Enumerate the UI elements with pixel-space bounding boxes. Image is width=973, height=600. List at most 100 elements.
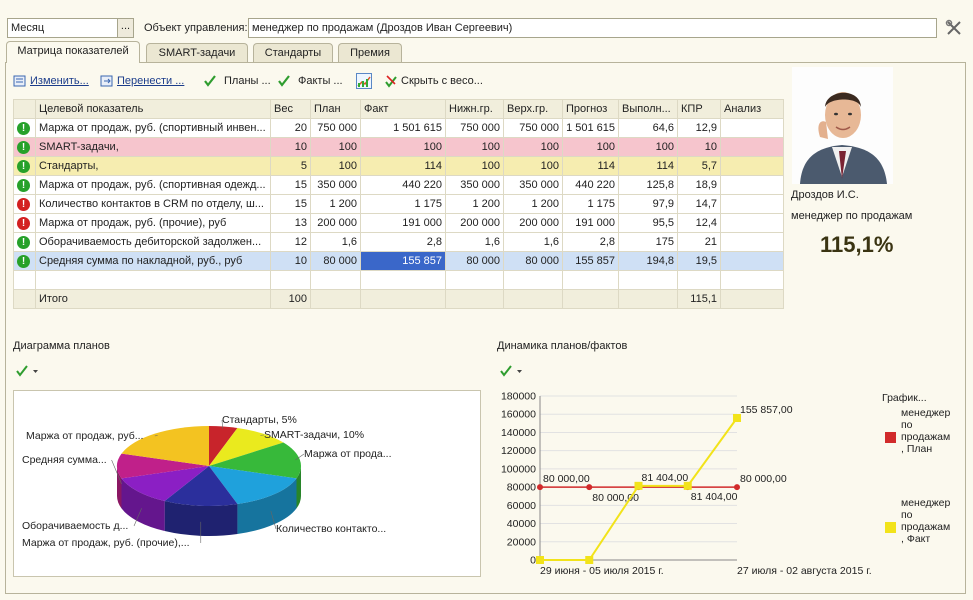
table-cell[interactable]: 440 220 [360, 175, 446, 195]
table-cell[interactable]: 12,4 [677, 213, 721, 233]
table-cell[interactable] [720, 118, 784, 138]
table-cell[interactable]: 13 [270, 213, 311, 233]
table-cell[interactable]: 100 [562, 137, 619, 157]
table-cell[interactable] [720, 137, 784, 157]
table-cell[interactable]: 194,8 [618, 251, 678, 271]
column-header[interactable]: Верх.гр. [503, 99, 563, 119]
table-cell[interactable]: 155 857 [562, 251, 619, 271]
plans-button[interactable]: Планы ... [203, 72, 271, 90]
column-header[interactable]: Выполн... [618, 99, 678, 119]
table-cell[interactable]: 175 [618, 232, 678, 252]
table-cell[interactable]: 19,5 [677, 251, 721, 271]
table-cell[interactable]: 5,7 [677, 156, 721, 176]
table-cell[interactable]: 20 [270, 118, 311, 138]
table-cell[interactable]: 80 000 [445, 251, 504, 271]
column-header[interactable]: Анализ [720, 99, 784, 119]
table-cell[interactable] [720, 251, 784, 271]
table-row[interactable]: ! SMART-задачи, 10 100 100 100 100 100 100 10 [13, 137, 784, 157]
table-cell[interactable]: 80 000 [503, 251, 563, 271]
table-cell[interactable] [720, 213, 784, 233]
table-row[interactable]: ! Оборачиваемость дебиторской задолжен...… [13, 232, 784, 252]
table-cell[interactable]: 21 [677, 232, 721, 252]
table-cell[interactable]: 1 175 [562, 194, 619, 214]
column-header[interactable]: Факт [360, 99, 446, 119]
hide-weighted-button[interactable]: Скрыть с весо... [384, 72, 483, 90]
table-cell[interactable]: 191 000 [562, 213, 619, 233]
table-cell[interactable]: 114 [360, 156, 446, 176]
table-cell[interactable]: 5 [270, 156, 311, 176]
table-cell[interactable]: 750 000 [445, 118, 504, 138]
table-cell[interactable]: 350 000 [310, 175, 361, 195]
table-cell[interactable]: 100 [445, 156, 504, 176]
table-cell[interactable]: 350 000 [445, 175, 504, 195]
table-row[interactable]: ! Маржа от продаж, руб. (спортивная одежд… [13, 175, 784, 195]
table-row[interactable]: ! Маржа от продаж, руб. (спортивный инвен… [13, 118, 784, 138]
table-cell[interactable]: 10 [270, 251, 311, 271]
chart-button[interactable] [356, 72, 372, 90]
table-cell[interactable]: 100 [445, 137, 504, 157]
table-cell[interactable] [720, 175, 784, 195]
table-cell[interactable]: 100 [503, 137, 563, 157]
table-cell[interactable]: 1 175 [360, 194, 446, 214]
table-cell[interactable]: 2,8 [562, 232, 619, 252]
table-cell[interactable]: 1 200 [503, 194, 563, 214]
table-cell[interactable]: 12 [270, 232, 311, 252]
tab-matrix[interactable]: Матрица показателей [6, 41, 140, 63]
line-options-button[interactable] [500, 364, 524, 378]
table-cell[interactable]: 440 220 [562, 175, 619, 195]
table-cell[interactable]: 1,6 [503, 232, 563, 252]
table-cell[interactable]: 200 000 [445, 213, 504, 233]
column-header[interactable]: Прогноз [562, 99, 619, 119]
table-cell[interactable]: 18,9 [677, 175, 721, 195]
move-button[interactable]: Перенести ... [100, 72, 184, 90]
table-cell[interactable]: 10 [677, 137, 721, 157]
table-cell[interactable]: 80 000 [310, 251, 361, 271]
table-cell[interactable]: 1 200 [445, 194, 504, 214]
column-header[interactable]: План [310, 99, 361, 119]
column-header[interactable]: Вес [270, 99, 311, 119]
table-cell[interactable]: 100 [618, 137, 678, 157]
table-cell[interactable]: 125,8 [618, 175, 678, 195]
table-cell[interactable]: 1 200 [310, 194, 361, 214]
period-select-button[interactable]: ... [117, 19, 133, 37]
table-row[interactable]: ! Средняя сумма по накладной, руб., руб 10… [13, 251, 784, 271]
table-cell[interactable]: 2,8 [360, 232, 446, 252]
table-cell[interactable]: 95,5 [618, 213, 678, 233]
table-cell[interactable]: 350 000 [503, 175, 563, 195]
table-cell[interactable]: 200 000 [503, 213, 563, 233]
object-field[interactable]: менеджер по продажам (Дроздов Иван Серге… [248, 18, 937, 38]
settings-tools-icon[interactable] [945, 19, 963, 37]
table-cell[interactable]: 12,9 [677, 118, 721, 138]
indicator-name-cell[interactable]: Маржа от продаж, руб. (спортивный инвен.… [35, 118, 271, 138]
table-cell[interactable]: 1 501 615 [562, 118, 619, 138]
indicator-name-cell[interactable]: Стандарты, [35, 156, 271, 176]
table-row[interactable]: ! Стандарты, 5 100 114 100 100 114 114 5,7 [13, 156, 784, 176]
facts-button[interactable]: Факты ... [277, 72, 343, 90]
table-cell[interactable]: 100 [360, 137, 446, 157]
tab-bonus[interactable]: Премия [338, 43, 402, 62]
table-cell[interactable] [720, 156, 784, 176]
table-cell[interactable]: 750 000 [503, 118, 563, 138]
indicator-name-cell[interactable]: Количество контактов в CRM по отделу, ш.… [35, 194, 271, 214]
indicator-name-cell[interactable]: Оборачиваемость дебиторской задолжен... [35, 232, 271, 252]
tab-standards[interactable]: Стандарты [253, 43, 333, 62]
table-cell[interactable]: 64,6 [618, 118, 678, 138]
column-header[interactable]: Целевой показатель [35, 99, 271, 119]
table-cell[interactable] [720, 232, 784, 252]
column-header[interactable] [13, 99, 36, 119]
table-cell[interactable]: 100 [503, 156, 563, 176]
table-cell[interactable]: 100 [310, 156, 361, 176]
table-cell[interactable]: 1 501 615 [360, 118, 446, 138]
indicator-name-cell[interactable]: Маржа от продаж, руб. (спортивная одежд.… [35, 175, 271, 195]
indicator-name-cell[interactable]: Маржа от продаж, руб. (прочие), руб [35, 213, 271, 233]
change-button[interactable]: Изменить... [13, 72, 89, 90]
table-cell[interactable]: 14,7 [677, 194, 721, 214]
table-cell[interactable]: 191 000 [360, 213, 446, 233]
table-cell[interactable]: 15 [270, 175, 311, 195]
table-cell[interactable]: 10 [270, 137, 311, 157]
table-row[interactable]: ! Маржа от продаж, руб. (прочие), руб 13 20… [13, 213, 784, 233]
table-cell[interactable]: 750 000 [310, 118, 361, 138]
column-header[interactable]: КПР [677, 99, 721, 119]
table-cell[interactable]: 114 [618, 156, 678, 176]
table-cell[interactable]: 100 [310, 137, 361, 157]
